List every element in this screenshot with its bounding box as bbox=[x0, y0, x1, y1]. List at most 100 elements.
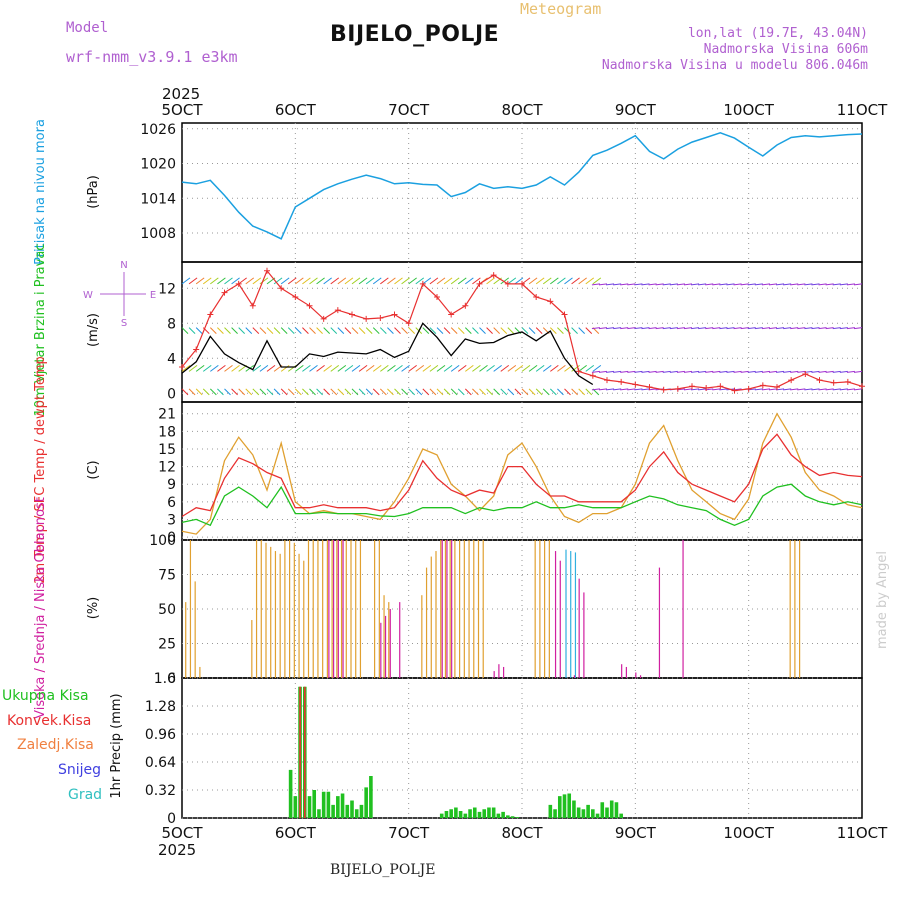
wind-barb bbox=[259, 364, 269, 372]
wind-barb bbox=[259, 327, 267, 334]
wind-barb bbox=[450, 388, 458, 396]
wind-barb bbox=[832, 283, 841, 286]
total-precip-bar bbox=[354, 809, 359, 818]
total-precip-bar bbox=[317, 809, 321, 818]
footer-station: BIJELO_POLJE bbox=[330, 862, 436, 878]
wind-barb bbox=[592, 277, 602, 285]
wind-barb bbox=[691, 388, 700, 391]
wind-barb bbox=[528, 388, 536, 396]
wind-barb bbox=[472, 327, 479, 334]
wind-barb bbox=[479, 327, 486, 334]
wind-barb bbox=[472, 364, 481, 372]
wind-barb bbox=[698, 370, 707, 373]
wind-barb bbox=[493, 388, 501, 396]
total-precip-bar bbox=[331, 804, 335, 818]
gust-marker bbox=[816, 377, 823, 384]
wind-barb bbox=[705, 327, 714, 330]
y-tick-label: 4 bbox=[167, 351, 176, 367]
wind-barb bbox=[598, 388, 608, 391]
wind-barb bbox=[252, 277, 262, 285]
legend-total-precip: Ukupna Kisa bbox=[2, 688, 89, 704]
gust-marker bbox=[604, 377, 610, 384]
wind-barb bbox=[280, 277, 290, 285]
wind-barb bbox=[591, 388, 600, 391]
wind-barb bbox=[450, 364, 460, 372]
wind-barb bbox=[648, 370, 657, 373]
gust-marker bbox=[221, 289, 228, 296]
wind-barb bbox=[578, 277, 587, 285]
wind-barb bbox=[217, 327, 224, 334]
gust-marker bbox=[504, 280, 511, 287]
wind-barb bbox=[500, 364, 510, 372]
wind-barb bbox=[818, 370, 827, 373]
temp-title: 2m Temp / SFC Temp / dewpt Temp bbox=[33, 356, 48, 584]
wind-barb bbox=[726, 370, 735, 373]
wind-barb bbox=[783, 327, 792, 330]
dewpt-line bbox=[181, 483, 863, 527]
pressure-line bbox=[181, 132, 863, 240]
wind-barb bbox=[422, 327, 430, 334]
total-precip-bar bbox=[501, 811, 505, 818]
total-precip-bar bbox=[449, 809, 453, 818]
total-precip-bar bbox=[463, 813, 468, 818]
gust-marker bbox=[689, 383, 695, 390]
wind-barb bbox=[210, 364, 219, 372]
wind-ylabel: (m/s) bbox=[86, 313, 101, 347]
wind-barb bbox=[245, 388, 253, 396]
wind-barb bbox=[330, 388, 338, 396]
y-tick-label: 8 bbox=[167, 316, 176, 332]
wind-barb bbox=[620, 283, 629, 286]
wind-barb bbox=[486, 388, 493, 396]
wind-barb bbox=[578, 364, 587, 372]
gust-marker bbox=[320, 315, 327, 322]
gust-marker bbox=[207, 311, 214, 318]
temp-ylabel: (C) bbox=[86, 460, 101, 479]
wind-barb bbox=[754, 327, 763, 330]
wind-barb bbox=[591, 370, 600, 373]
wind-barb bbox=[591, 283, 600, 286]
wind-barb bbox=[280, 388, 288, 396]
wind-barb bbox=[698, 388, 707, 391]
wind-barb bbox=[683, 388, 693, 391]
wind-barb bbox=[521, 388, 529, 396]
total-precip-bar bbox=[364, 787, 368, 818]
wind-barb bbox=[712, 327, 721, 330]
wind-barb bbox=[634, 283, 643, 286]
y-tick-label: 18 bbox=[158, 424, 176, 440]
year-label-top: 2025 bbox=[162, 85, 200, 103]
wind-barb bbox=[839, 388, 848, 391]
pressure-ylabel: (hPa) bbox=[86, 175, 101, 209]
wind-barb bbox=[776, 327, 785, 330]
wind-barb bbox=[295, 364, 304, 372]
compass-rose-icon bbox=[100, 272, 146, 316]
wind-barb bbox=[818, 388, 827, 391]
total-precip-bar bbox=[605, 807, 609, 818]
wind-barb bbox=[571, 277, 580, 285]
wind-barb bbox=[591, 327, 600, 330]
wind-barb bbox=[457, 364, 467, 372]
model-label: Model bbox=[66, 20, 109, 36]
wind-barb bbox=[379, 327, 387, 334]
wind-barb bbox=[188, 277, 198, 285]
total-precip-bar bbox=[487, 807, 491, 818]
total-precip-bar bbox=[506, 815, 510, 818]
wind-barb bbox=[323, 388, 331, 396]
wind-barb bbox=[351, 364, 361, 372]
wind-barb bbox=[719, 388, 728, 391]
wind-barb bbox=[231, 388, 238, 396]
wind-barb bbox=[387, 277, 396, 285]
wind-barb bbox=[472, 277, 481, 285]
legend-snow: Snijeg bbox=[58, 762, 101, 778]
wind-barb bbox=[294, 327, 302, 334]
wind-barb bbox=[380, 364, 389, 372]
x-tick-label-bottom: 6OCT bbox=[275, 824, 317, 842]
wind-barb bbox=[259, 388, 267, 396]
wind-barb bbox=[486, 277, 495, 285]
wind-barb bbox=[465, 277, 474, 285]
wind-barb bbox=[379, 388, 387, 396]
wind-barb bbox=[691, 370, 700, 373]
y-tick-label: 12 bbox=[158, 460, 176, 476]
wind-barb bbox=[521, 277, 531, 285]
altitude-label: Nadmorska Visina 606m bbox=[703, 42, 868, 57]
x-tick-label-bottom: 7OCT bbox=[388, 824, 430, 842]
